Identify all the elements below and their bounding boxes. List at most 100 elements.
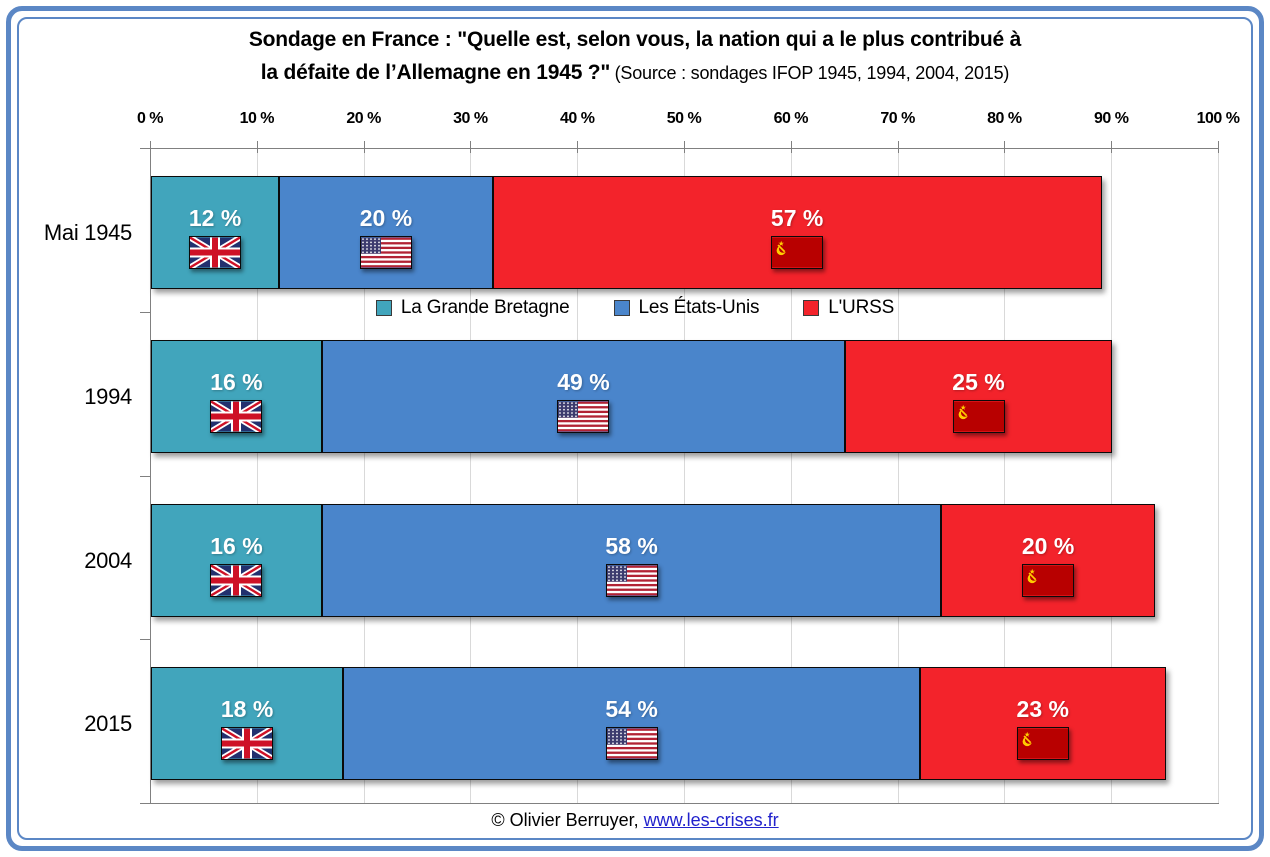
category-label: Mai 1945	[43, 219, 132, 245]
segment-value-label: 58 %	[605, 532, 658, 559]
plot-bottom-line	[149, 803, 1219, 804]
x-tick-label: 90 %	[1093, 110, 1129, 127]
x-axis-tick	[577, 141, 579, 153]
bar-segment: 49 %	[321, 340, 846, 453]
legend-swatch-icon	[613, 300, 630, 316]
bar-segment: 23 %	[919, 667, 1166, 780]
gridline	[790, 148, 792, 803]
x-axis-tick	[684, 141, 685, 153]
chart-source: (Source : sondages IFOP 1945, 1994, 2004…	[614, 62, 1010, 83]
bar-segment: 25 %	[845, 340, 1112, 453]
footer-link[interactable]: www.les-crises.fr	[643, 810, 779, 830]
segment-value-label: 57 %	[770, 204, 824, 231]
bar-segment: 16 %	[151, 340, 322, 453]
bar-row-1994: 16 % 49 % 25 %	[151, 340, 1112, 453]
x-axis-tick	[897, 141, 899, 153]
legend-label: Les États-Unis	[638, 297, 760, 318]
bar-segment: 58 %	[321, 504, 942, 617]
gridline	[897, 148, 899, 803]
uk-flag-icon	[209, 562, 263, 598]
category-label: 1994	[84, 383, 132, 409]
segment-value-label: 16 %	[210, 368, 263, 395]
segment-value-label: 18 %	[220, 695, 274, 722]
legend-item: L'URSS	[803, 297, 894, 319]
x-axis-tick	[1004, 141, 1006, 153]
bar-segment: 20 %	[941, 504, 1155, 617]
x-tick-label: 0 %	[136, 110, 164, 127]
legend: La Grande Bretagne Les États-Unis L'URSS	[0, 290, 1270, 326]
legend-swatch-icon	[375, 300, 392, 316]
bar-segment: 57 %	[492, 176, 1102, 289]
segment-value-label: 54 %	[605, 695, 658, 722]
legend-label: L'URSS	[828, 297, 895, 318]
us-flag-icon	[359, 235, 412, 269]
x-axis-tick	[256, 141, 258, 153]
uk-flag-icon	[188, 234, 242, 270]
ussr-flag-icon	[1022, 563, 1075, 597]
uk-flag-icon	[209, 398, 263, 434]
us-flag-icon	[557, 399, 610, 433]
legend-swatch-icon	[803, 300, 820, 316]
segment-value-label: 25 %	[952, 368, 1005, 395]
x-tick-label: 60 %	[773, 110, 809, 127]
gridline	[470, 148, 472, 803]
bar-segment: 18 %	[151, 667, 344, 780]
y-axis-line	[150, 148, 151, 803]
category-tick	[140, 148, 150, 149]
category-tick	[140, 803, 150, 804]
category-tick	[140, 476, 150, 477]
x-axis-line	[149, 148, 1219, 149]
bar-segment: 12 %	[151, 176, 280, 289]
us-flag-icon	[605, 726, 658, 760]
category-tick	[140, 312, 150, 313]
segment-value-label: 49 %	[557, 368, 610, 395]
us-flag-icon	[605, 563, 658, 597]
segment-value-label: 20 %	[1021, 532, 1075, 559]
bar-segment: 54 %	[343, 667, 920, 780]
segment-value-label: 23 %	[1016, 695, 1069, 722]
legend-label: La Grande Bretagne	[400, 297, 570, 318]
x-axis-tick	[1111, 141, 1113, 153]
x-tick-label: 30 %	[453, 110, 488, 127]
category-tick	[140, 639, 150, 640]
gridline	[256, 148, 258, 803]
bar-segment: 20 %	[279, 176, 493, 289]
x-tick-label: 40 %	[559, 110, 595, 127]
ussr-flag-icon	[1016, 726, 1069, 760]
footer-copyright: © Olivier Berruyer,	[491, 810, 639, 830]
category-label: 2004	[84, 547, 132, 573]
legend-item: Les États-Unis	[613, 297, 760, 319]
gridline	[363, 148, 365, 803]
bar-segment: 16 %	[151, 504, 322, 617]
x-tick-label: 20 %	[346, 110, 381, 127]
ussr-flag-icon	[771, 235, 824, 269]
gridline	[684, 148, 685, 803]
x-tick-label: 80 %	[987, 110, 1022, 127]
bar-row-2004: 16 % 58 % 20 %	[151, 504, 1155, 617]
uk-flag-icon	[220, 725, 274, 761]
footer: © Olivier Berruyer, www.les-crises.fr	[0, 810, 1270, 831]
x-axis-tick	[150, 141, 151, 153]
ussr-flag-icon	[952, 399, 1005, 433]
category-label: 2015	[84, 710, 132, 736]
segment-value-label: 20 %	[359, 204, 413, 231]
x-tick-label: 10 %	[239, 110, 275, 127]
x-tick-label: 50 %	[666, 110, 702, 127]
chart-title: Sondage en France : "Quelle est, selon v…	[0, 24, 1270, 89]
gridline	[577, 148, 579, 803]
legend-item: La Grande Bretagne	[375, 297, 570, 319]
gridline	[1111, 148, 1113, 803]
x-axis-tick	[363, 141, 365, 153]
chart-title-line2: la défaite de l’Allemagne en 1945 ?"	[260, 60, 611, 84]
x-axis-tick	[1218, 141, 1219, 153]
segment-value-label: 16 %	[210, 532, 263, 559]
gridline	[1218, 148, 1219, 803]
bar-row-2015: 18 % 54 % 23 %	[151, 667, 1166, 780]
x-axis-tick	[470, 141, 472, 153]
bar-row-mai-1945: 12 % 20 % 57 %	[151, 176, 1102, 289]
segment-value-label: 12 %	[188, 204, 242, 231]
chart-title-line1: Sondage en France : "Quelle est, selon v…	[248, 28, 1022, 51]
x-tick-label: 100 %	[1196, 110, 1240, 127]
gridline	[1004, 148, 1006, 803]
